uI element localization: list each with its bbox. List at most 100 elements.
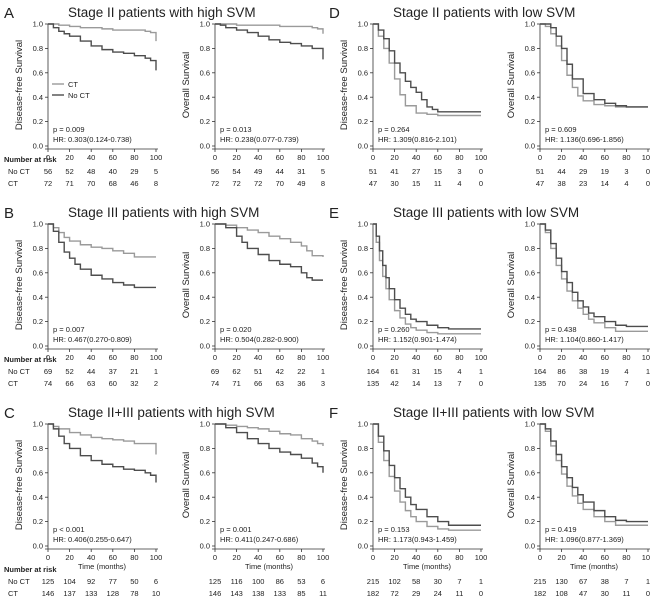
x-tick-label: 20 <box>65 553 73 562</box>
risk-count: 47 <box>369 179 377 188</box>
x-tick-label: 0 <box>538 153 542 162</box>
risk-count: 77 <box>109 577 117 586</box>
risk-count: 51 <box>254 367 262 376</box>
risk-table: 69 52 44 37 21 1 74 66 63 60 32 2 <box>44 367 158 388</box>
y-tick-label: 0.8 <box>525 44 535 53</box>
p-value: p = 0.007 <box>53 325 85 334</box>
risk-count: 4 <box>624 179 628 188</box>
km-curve-ct <box>215 23 324 34</box>
p-value: p = 0.153 <box>378 525 410 534</box>
x-tick-label: 100 <box>317 353 330 362</box>
y-tick-label: 1.0 <box>358 20 368 29</box>
km-curve-no-ct <box>48 423 157 483</box>
risk-table: 51 44 29 19 3 0 47 38 23 14 4 0 <box>536 167 650 188</box>
y-tick-label: 0.6 <box>525 268 535 277</box>
x-tick-label: 0 <box>46 353 50 362</box>
km-curve-ct <box>540 423 648 526</box>
hazard-ratio: HR: 1.152(0.901-1.474) <box>378 335 457 344</box>
x-tick-label: 0 <box>213 153 217 162</box>
risk-count: 125 <box>42 577 55 586</box>
p-value: p < 0.001 <box>53 525 85 534</box>
x-tick-label: 60 <box>434 353 442 362</box>
x-tick-label: 40 <box>579 353 587 362</box>
risk-count: 6 <box>154 577 158 586</box>
risk-count: 54 <box>232 167 240 176</box>
hazard-ratio: HR: 1.173(0.943-1.459) <box>378 535 457 544</box>
y-tick-label: 0.8 <box>200 244 210 253</box>
risk-count: 41 <box>390 167 398 176</box>
x-tick-label: 100 <box>475 553 488 562</box>
x-tick-label: 60 <box>276 353 284 362</box>
km-curve-no-ct <box>540 223 648 328</box>
risk-count: 146 <box>209 589 222 598</box>
risk-count: 49 <box>254 167 262 176</box>
risk-count: 5 <box>321 167 325 176</box>
risk-count: 58 <box>412 577 420 586</box>
x-tick-label: 80 <box>130 153 138 162</box>
risk-count: 31 <box>297 167 305 176</box>
risk-count: 24 <box>579 379 587 388</box>
risk-count: 67 <box>579 577 587 586</box>
risk-table: 51 41 27 15 3 047 30 15 11 4 0 <box>369 167 483 188</box>
x-tick-label: 20 <box>390 153 398 162</box>
y-tick-label: 0.4 <box>33 293 43 302</box>
risk-count: 47 <box>579 589 587 598</box>
x-tick-label: 80 <box>455 553 463 562</box>
y-tick-label: 0.2 <box>525 317 535 326</box>
y-tick-label: 1.0 <box>358 220 368 229</box>
y-tick-label: 0.4 <box>33 493 43 502</box>
y-tick-label: 1.0 <box>200 220 210 229</box>
x-tick-label: 20 <box>65 353 73 362</box>
risk-count: 74 <box>44 379 52 388</box>
y-axis-label: Overall Survival <box>506 252 517 319</box>
risk-count: 63 <box>276 379 284 388</box>
x-tick-label: 20 <box>232 353 240 362</box>
y-tick-label: 1.0 <box>525 220 535 229</box>
y-tick-label: 0.6 <box>358 468 368 477</box>
x-axis-label: Time (months) <box>78 562 127 571</box>
y-tick-label: 0.8 <box>358 44 368 53</box>
risk-count: 146 <box>42 589 55 598</box>
panel-d: D Stage II patients with low SVM 0.0 0.2 0.4… <box>329 5 650 188</box>
risk-count: 15 <box>434 167 442 176</box>
hazard-ratio: HR: 0.238(0.077-0.739) <box>220 135 299 144</box>
risk-count: 10 <box>152 589 160 598</box>
risk-count: 5 <box>154 167 158 176</box>
risk-count: 0 <box>646 589 650 598</box>
x-tick-label: 60 <box>434 553 442 562</box>
p-value: p = 0.013 <box>220 125 252 134</box>
legend-label-no-ct: No CT <box>68 91 90 100</box>
risk-count: 44 <box>87 367 95 376</box>
y-tick-label: 0.6 <box>33 68 43 77</box>
risk-count: 22 <box>297 367 305 376</box>
x-tick-label: 100 <box>150 553 163 562</box>
y-tick-label: 0.6 <box>358 68 368 77</box>
risk-count: 44 <box>557 167 565 176</box>
x-tick-label: 40 <box>412 553 420 562</box>
y-tick-label: 0.6 <box>200 468 210 477</box>
risk-count: 0 <box>479 379 483 388</box>
risk-count: 137 <box>63 589 76 598</box>
panel-title: Stage III patients with low SVM <box>393 205 579 220</box>
y-axis-label: Disease-free Survival <box>14 40 25 130</box>
risk-count: 32 <box>130 379 138 388</box>
risk-table: 125 116 100 86 53 6 146 143 138 133 85 11 <box>209 577 327 598</box>
risk-count: 143 <box>230 589 243 598</box>
panel-title: Stage III patients with high SVM <box>68 205 259 220</box>
y-tick-label: 1.0 <box>33 20 43 29</box>
y-tick-label: 0.2 <box>200 517 210 526</box>
risk-count: 19 <box>601 167 609 176</box>
hazard-ratio: HR: 1.136(0.696-1.856) <box>545 135 624 144</box>
y-axis-label: Overall Survival <box>181 452 192 519</box>
panel-e: E Stage III patients with low SVM 0.0 0.2 0.… <box>329 205 650 388</box>
y-tick-label: 1.0 <box>525 20 535 29</box>
risk-count: 24 <box>434 589 442 598</box>
risk-count: 19 <box>601 367 609 376</box>
risk-count: 15 <box>412 179 420 188</box>
risk-count: 7 <box>457 577 461 586</box>
risk-header: Number at risk <box>4 355 57 364</box>
x-tick-label: 60 <box>109 553 117 562</box>
p-value: p = 0.020 <box>220 325 252 334</box>
risk-count: 133 <box>85 589 98 598</box>
